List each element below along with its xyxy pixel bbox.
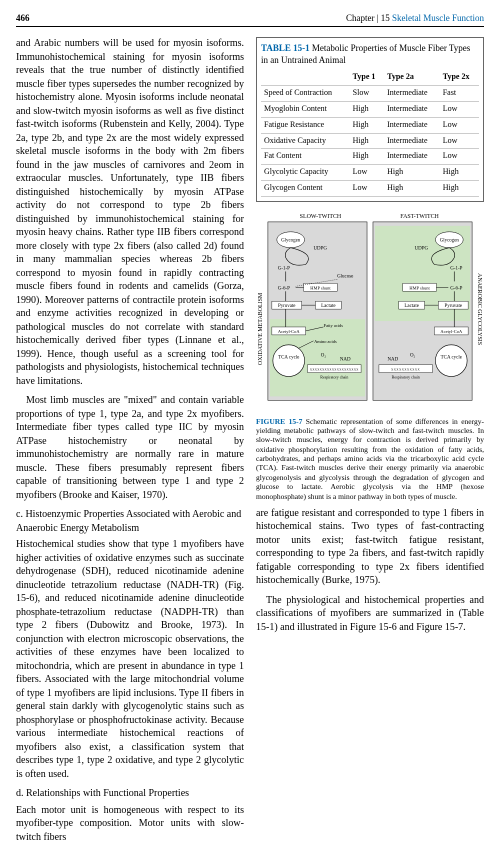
col-header: Type 1 [350,70,384,85]
body-paragraph: Most limb muscles are "mixed" and contai… [16,394,244,502]
table-cell: Speed of Contraction [261,86,350,102]
table-header-row: Type 1 Type 2a Type 2x [261,70,479,85]
table-cell: High [350,117,384,133]
svg-text:Glucose: Glucose [337,274,354,279]
table-row: Myoglobin ContentHighIntermediateLow [261,102,479,118]
svg-text:O₂: O₂ [321,354,327,359]
table-cell: Low [440,102,479,118]
table-cell: Intermediate [384,117,440,133]
col-header [261,70,350,85]
table-row: Glycogen ContentLowHighHigh [261,181,479,197]
svg-text:XXXXXXXXXXXXXXXXXXXX: XXXXXXXXXXXXXXXXXXXX [310,367,359,371]
table-cell: Fast [440,86,479,102]
svg-text:UDPG: UDPG [313,246,327,251]
svg-text:Respiratory chain: Respiratory chain [392,374,420,379]
table-cell: Glycolytic Capacity [261,165,350,181]
svg-text:Glycogen: Glycogen [281,239,301,244]
body-paragraph: are fatigue resistant and corresponded t… [256,507,484,588]
svg-text:O₂: O₂ [410,354,416,359]
subheading-d: d. Relationships with Functional Propert… [16,787,244,801]
table-cell: Glycogen Content [261,181,350,197]
page-header: 466 Chapter | 15 Skeletal Muscle Functio… [16,12,484,27]
svg-text:TCA cycle: TCA cycle [441,355,463,360]
table-cell: Slow [350,86,384,102]
table-cell: Intermediate [384,149,440,165]
col-header: Type 2a [384,70,440,85]
svg-text:Pyruvate: Pyruvate [278,304,296,309]
svg-text:NAD: NAD [387,357,398,362]
table-cell: Fat Content [261,149,350,165]
table-cell: High [350,133,384,149]
metabolic-properties-table: Type 1 Type 2a Type 2x Speed of Contract… [261,70,479,196]
svg-text:Acetyl-CoA: Acetyl-CoA [440,329,463,334]
svg-text:Pyruvate: Pyruvate [444,304,462,309]
svg-text:Lactate: Lactate [321,304,336,309]
body-paragraph: Histochemical studies show that type 1 m… [16,538,244,781]
table-cell: Oxidative Capacity [261,133,350,149]
table-row: Fat ContentHighIntermediateLow [261,149,479,165]
two-column-layout: and Arabic numbers will be used for myos… [16,37,484,850]
svg-text:NAD: NAD [340,357,351,362]
table-cell: High [440,181,479,197]
table-cell: Low [440,133,479,149]
figure-caption-text: Schematic representation of some differe… [256,417,484,501]
body-paragraph: and Arabic numbers will be used for myos… [16,37,244,388]
svg-text:UDPG: UDPG [415,246,429,251]
table-cell: Fatigue Resistance [261,117,350,133]
table-cell: Low [350,181,384,197]
svg-text:G-6-P: G-6-P [450,286,462,291]
svg-text:HMP shunt: HMP shunt [310,285,331,290]
table-cell: High [350,149,384,165]
table-cell: High [350,102,384,118]
col-header: Type 2x [440,70,479,85]
table-cell: Intermediate [384,133,440,149]
right-column: TABLE 15-1 Metabolic Properties of Muscl… [256,37,484,850]
body-paragraph: Each motor unit is homogeneous with resp… [16,804,244,845]
table-row: Fatigue ResistanceHighIntermediateLow [261,117,479,133]
subheading-c: c. Histoenzymic Properties Associated wi… [16,508,244,535]
svg-text:G-6-P: G-6-P [278,286,290,291]
oxidative-label: OXIDATIVE METABOLISM [258,292,264,365]
chapter-label: Chapter | 15 [346,13,390,23]
figure-number: FIGURE 15-7 [256,417,302,426]
left-column: and Arabic numbers will be used for myos… [16,37,244,850]
svg-text:Acetyl-CoA: Acetyl-CoA [278,329,301,334]
svg-text:Amino acids: Amino acids [314,339,337,344]
table-cell: Low [440,117,479,133]
table-cell: High [440,165,479,181]
svg-text:Lactate: Lactate [404,304,419,309]
slow-twitch-label: SLOW-TWITCH [300,214,342,220]
svg-text:Fatty acids: Fatty acids [324,323,344,328]
table-row: Oxidative CapacityHighIntermediateLow [261,133,479,149]
svg-text:Respiratory chain: Respiratory chain [320,374,348,379]
table-number: TABLE 15-1 [261,43,310,53]
svg-text:G-1-P: G-1-P [278,266,290,271]
fast-twitch-label: FAST-TWITCH [400,214,439,220]
svg-text:Glycogen: Glycogen [440,239,460,244]
table-15-1: TABLE 15-1 Metabolic Properties of Muscl… [256,37,484,202]
svg-text:HMP shunt: HMP shunt [409,285,430,290]
table-title: TABLE 15-1 Metabolic Properties of Muscl… [261,42,479,66]
table-row: Glycolytic CapacityLowHighHigh [261,165,479,181]
svg-text:TCA cycle: TCA cycle [278,355,300,360]
figure-15-7: OXIDATIVE METABOLISM ANAEROBIC GLYCOLYSI… [256,210,484,501]
metabolic-pathway-diagram: OXIDATIVE METABOLISM ANAEROBIC GLYCOLYSI… [256,210,484,408]
page-number: 466 [16,12,30,24]
table-cell: Myoglobin Content [261,102,350,118]
chapter-header: Chapter | 15 Skeletal Muscle Function [346,12,484,24]
anaerobic-label: ANAEROBIC GLYCOLYSIS [476,273,482,345]
table-cell: High [384,165,440,181]
table-cell: Low [350,165,384,181]
chapter-title: Skeletal Muscle Function [392,13,484,23]
table-cell: Low [440,149,479,165]
table-cell: High [384,181,440,197]
table-row: Speed of ContractionSlowIntermediateFast [261,86,479,102]
table-cell: Intermediate [384,86,440,102]
body-paragraph: The physiological and histochemical prop… [256,594,484,635]
table-cell: Intermediate [384,102,440,118]
svg-text:G-1-P: G-1-P [450,266,462,271]
svg-text:XXXXXXXXXXX: XXXXXXXXXXX [391,367,420,371]
figure-caption: FIGURE 15-7 Schematic representation of … [256,417,484,501]
